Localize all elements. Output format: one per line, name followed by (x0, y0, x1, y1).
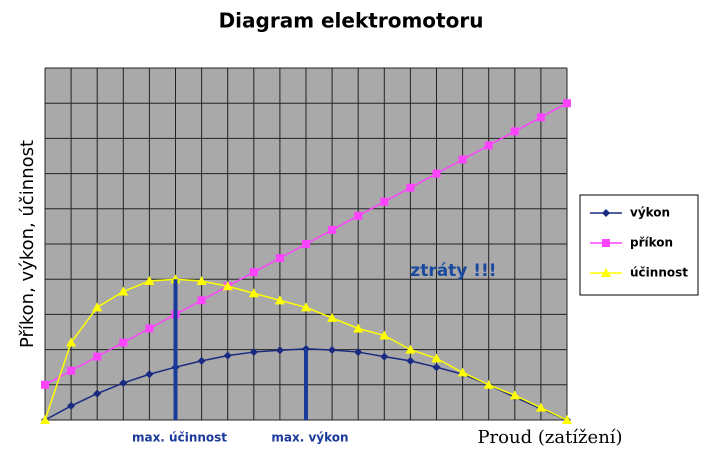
marker (327, 312, 338, 322)
marker (354, 348, 363, 357)
marker (563, 99, 571, 108)
marker (222, 281, 233, 291)
legend-label: účinnost (630, 266, 688, 280)
marker (249, 268, 258, 277)
annotation: ztráty !!! (410, 261, 496, 281)
marker (274, 295, 285, 305)
marker (602, 209, 610, 217)
marker (431, 353, 442, 363)
legend (579, 194, 699, 296)
marker (302, 240, 310, 248)
marker (458, 155, 467, 164)
marker (354, 211, 363, 220)
marker (248, 288, 259, 298)
marker (118, 286, 129, 296)
marker (328, 225, 337, 234)
marker (405, 344, 416, 354)
marker (93, 352, 102, 361)
marker (601, 268, 611, 277)
marker (353, 323, 364, 333)
marker (484, 141, 493, 150)
marker (67, 401, 76, 410)
marker (170, 274, 181, 284)
marker (223, 351, 232, 360)
marker (119, 338, 128, 347)
marker (41, 380, 49, 389)
x-axis-label: Proud (zatížení) (477, 427, 622, 448)
marker (145, 324, 154, 333)
legend-label: příkon (630, 236, 673, 250)
marker (67, 366, 76, 375)
marker (432, 363, 441, 372)
marker (457, 367, 468, 377)
marker (196, 275, 207, 285)
marker (483, 379, 494, 389)
annotation: max. účinnost (132, 431, 227, 445)
chart-title: Diagram elektromotoru (219, 9, 484, 33)
legend-label: výkon (630, 206, 670, 220)
marker (92, 302, 103, 312)
marker (275, 254, 284, 263)
marker (535, 402, 546, 412)
marker (406, 183, 415, 192)
marker (602, 239, 610, 247)
marker (328, 345, 337, 354)
marker (40, 415, 50, 424)
marker (119, 379, 128, 388)
marker (562, 415, 572, 424)
marker (536, 113, 545, 122)
marker (275, 346, 284, 355)
marker (197, 296, 206, 305)
marker (66, 337, 77, 347)
marker (144, 275, 155, 285)
annotation: max. výkon (271, 431, 348, 445)
marker (93, 389, 102, 398)
marker (197, 356, 206, 365)
marker (432, 169, 441, 178)
marker (301, 302, 311, 312)
marker (510, 127, 519, 136)
marker (406, 356, 415, 365)
marker (145, 370, 154, 379)
marker (509, 390, 520, 400)
marker (249, 348, 258, 357)
y-axis-label: Příkon, výkon, účinnost (17, 140, 38, 348)
